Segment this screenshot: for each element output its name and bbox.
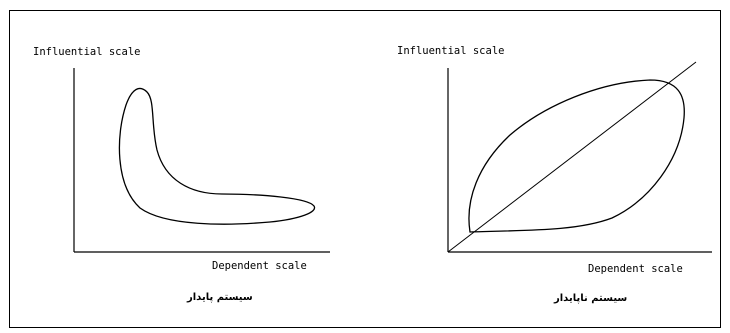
unstable-y-axis-label: Influential scale	[397, 45, 505, 57]
stable-y-axis-label: Influential scale	[33, 46, 141, 58]
unstable-x-axis-label: Dependent scale	[588, 263, 683, 275]
stable-system-diagram	[73, 68, 330, 253]
stable-x-axis-label: Dependent scale	[212, 260, 307, 272]
stable-system-caption: سیستم پایدار	[187, 292, 253, 303]
unstable-diagonal-line	[447, 61, 697, 253]
unstable-leaf-shape	[468, 79, 685, 233]
stable-boomerang-shape	[118, 87, 316, 225]
unstable-system-caption: سیستم ناپایدار	[554, 293, 628, 304]
unstable-system-diagram	[447, 61, 712, 253]
figure-border	[9, 10, 721, 328]
